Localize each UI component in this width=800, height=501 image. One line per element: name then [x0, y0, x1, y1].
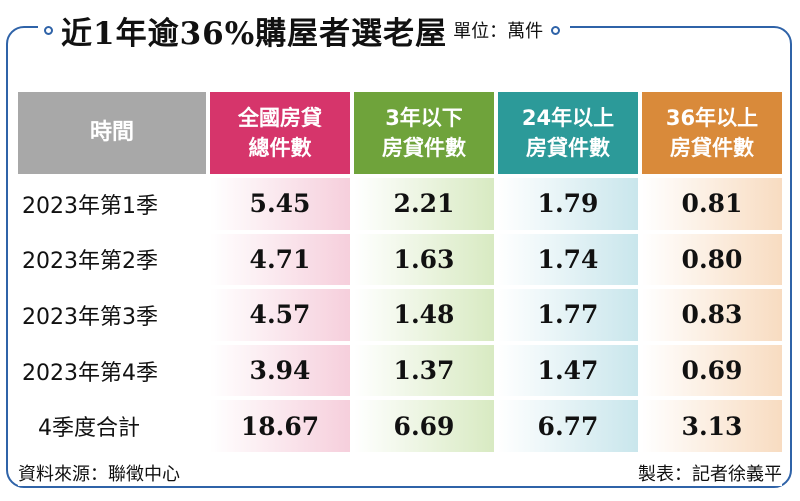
table-row-total: 4季度合計 18.67 6.69 6.77 3.13: [18, 400, 782, 452]
header-under3-line1: 3年以下: [385, 106, 463, 130]
table-row: 2023年第4季 3.94 1.37 1.47 0.69: [18, 344, 782, 397]
credit-note: 製表：記者徐義平: [634, 460, 782, 486]
cell-over24: 1.74: [498, 233, 638, 286]
chart-title: 近1年逾36%購屋者選老屋: [61, 15, 448, 52]
cell-over24: 6.77: [498, 400, 638, 452]
table-row: 2023年第2季 4.71 1.63 1.74 0.80: [18, 233, 782, 286]
header-over36-line2: 房貸件數: [670, 136, 754, 160]
header-over36-line1: 36年以上: [665, 106, 759, 130]
header-row: 時間 全國房貸 總件數 3年以下 房貸件數 24年以上 房貸件數 36年以上 房…: [18, 92, 782, 174]
row-label: 4季度合計: [18, 400, 206, 452]
table-row: 2023年第3季 4.57 1.48 1.77 0.83: [18, 289, 782, 341]
data-table: 時間 全國房貸 總件數 3年以下 房貸件數 24年以上 房貸件數 36年以上 房…: [14, 88, 786, 456]
unit-label: 單位：萬件: [453, 21, 544, 42]
cell-total: 4.71: [210, 233, 350, 286]
cell-over36: 3.13: [642, 400, 782, 452]
header-total-line2: 總件數: [248, 136, 312, 160]
table-row: 2023年第1季 5.45 2.21 1.79 0.81: [18, 178, 782, 230]
header-under3: 3年以下 房貸件數: [354, 92, 494, 174]
cell-total: 5.45: [210, 178, 350, 230]
cell-total: 3.94: [210, 344, 350, 397]
cell-over24: 1.79: [498, 178, 638, 230]
row-label: 2023年第3季: [18, 289, 206, 341]
cell-under3: 6.69: [354, 400, 494, 452]
cell-over36: 0.83: [642, 289, 782, 341]
row-label: 2023年第1季: [18, 178, 206, 230]
header-over24-line2: 房貸件數: [526, 136, 610, 160]
header-total-line1: 全國房貸: [238, 106, 322, 130]
header-under3-line2: 房貸件數: [382, 136, 466, 160]
title-bar: 近1年逾36%購屋者選老屋 單位：萬件: [38, 8, 571, 52]
cell-over24: 1.47: [498, 344, 638, 397]
cell-total: 4.57: [210, 289, 350, 341]
row-label: 2023年第2季: [18, 233, 206, 286]
header-over24: 24年以上 房貸件數: [498, 92, 638, 174]
header-time-label: 時間: [89, 120, 134, 145]
row-label: 2023年第4季: [18, 344, 206, 397]
header-time: 時間: [18, 92, 206, 174]
header-over24-line1: 24年以上: [521, 106, 615, 130]
cell-over36: 0.69: [642, 344, 782, 397]
cell-under3: 1.63: [354, 233, 494, 286]
source-note: 資料來源：聯徵中心: [18, 460, 184, 486]
header-total: 全國房貸 總件數: [210, 92, 350, 174]
cell-over36: 0.81: [642, 178, 782, 230]
cell-over24: 1.77: [498, 289, 638, 341]
title-right-dot: [551, 25, 561, 35]
cell-under3: 1.48: [354, 289, 494, 341]
cell-total: 18.67: [210, 400, 350, 452]
title-left-dot: [44, 25, 53, 35]
header-over36: 36年以上 房貸件數: [642, 92, 782, 174]
cell-over36: 0.80: [642, 233, 782, 286]
cell-under3: 2.21: [354, 178, 494, 230]
cell-under3: 1.37: [354, 344, 494, 397]
